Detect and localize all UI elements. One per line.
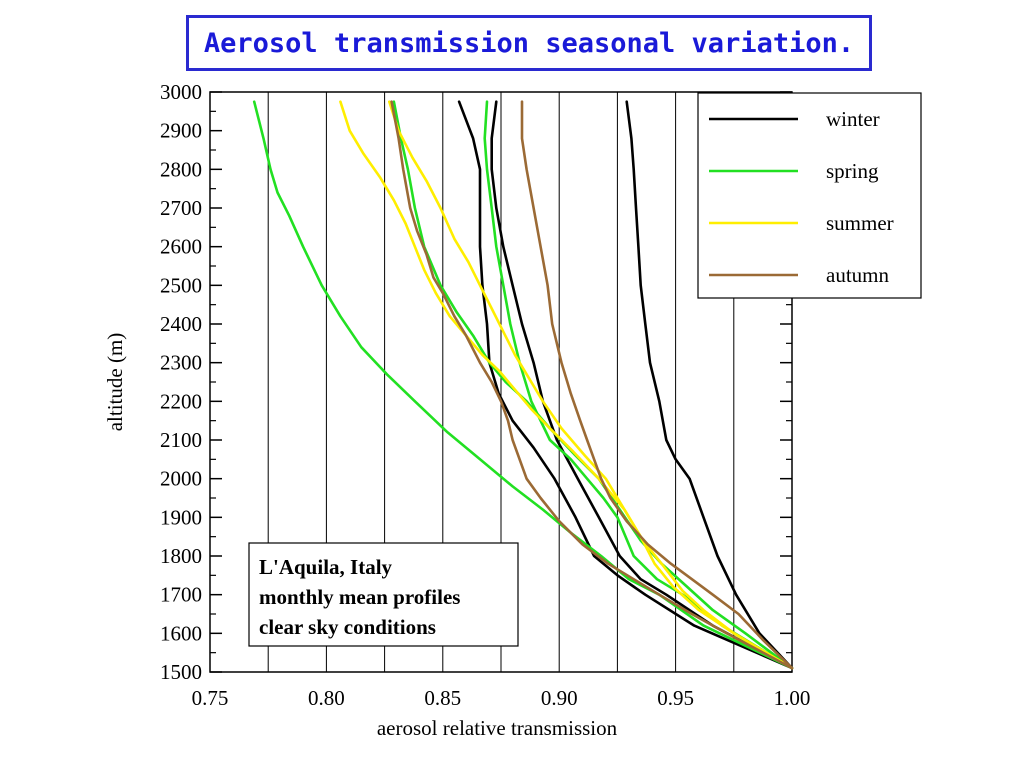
chart-title: Aerosol transmission seasonal variation.	[203, 27, 855, 59]
x-tick-label: 0.85	[424, 686, 461, 710]
y-tick-label: 2900	[160, 119, 202, 143]
legend-label-summer: summer	[826, 211, 894, 235]
y-tick-label: 3000	[160, 80, 202, 104]
legend-label-winter: winter	[826, 107, 880, 131]
chart-title-box: Aerosol transmission seasonal variation.	[186, 15, 872, 71]
legend-label-autumn: autumn	[826, 263, 889, 287]
x-tick-label: 0.90	[541, 686, 578, 710]
annotation-line: monthly mean profiles	[259, 585, 460, 609]
x-tick-label: 0.75	[192, 686, 229, 710]
x-tick-label: 0.80	[308, 686, 345, 710]
y-tick-label: 2400	[160, 312, 202, 336]
y-tick-label: 1900	[160, 505, 202, 529]
y-tick-label: 1500	[160, 660, 202, 684]
x-axis-label: aerosol relative transmission	[377, 716, 618, 740]
annotation-line: L'Aquila, Italy	[259, 555, 393, 579]
series-line-spring	[392, 100, 794, 670]
y-tick-label: 2500	[160, 273, 202, 297]
y-axis-label: altitude (m)	[103, 333, 127, 432]
y-tick-label: 2000	[160, 467, 202, 491]
y-tick-label: 1800	[160, 544, 202, 568]
legend-box	[697, 92, 922, 299]
series-line-spring	[483, 100, 794, 670]
series-line-autumn	[390, 100, 794, 670]
series-line-summer	[388, 100, 794, 670]
y-tick-label: 1700	[160, 583, 202, 607]
x-tick-label: 0.95	[657, 686, 694, 710]
y-tick-label: 1600	[160, 621, 202, 645]
y-tick-label: 2800	[160, 157, 202, 181]
series-line-summer	[339, 100, 794, 670]
legend-label-spring: spring	[826, 159, 879, 183]
y-tick-label: 2600	[160, 235, 202, 259]
x-tick-label: 1.00	[774, 686, 811, 710]
y-tick-label: 2300	[160, 351, 202, 375]
annotation-line: clear sky conditions	[259, 615, 436, 639]
series-line-winter	[457, 100, 794, 670]
y-tick-label: 2200	[160, 389, 202, 413]
y-tick-label: 2100	[160, 428, 202, 452]
y-tick-label: 2700	[160, 196, 202, 220]
annotation-box	[248, 542, 519, 647]
series-line-autumn	[520, 100, 794, 670]
series-line-winter	[625, 100, 794, 670]
